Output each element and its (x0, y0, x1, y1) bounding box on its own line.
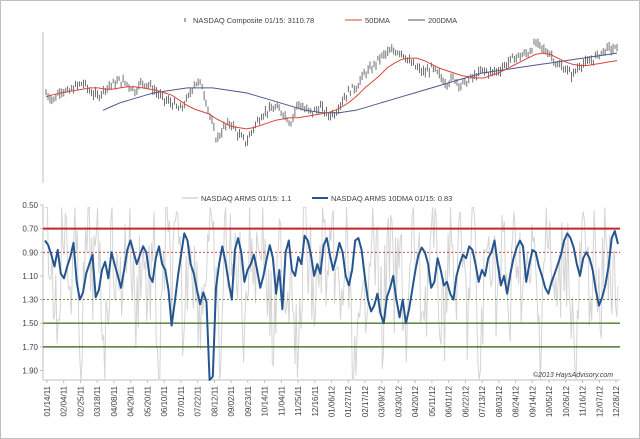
arms-y-axis-ticks: 0.50 0.70 0.90 1.10 1.30 1.50 1.70 1.90 (22, 201, 43, 376)
arms-x-axis-ticks: 01/14/11 02/04/11 02/25/11 03/18/11 04/08/11… (43, 380, 621, 417)
y-tick-label: 1.10 (22, 272, 38, 281)
x-tick-label: 03/30/12 (394, 385, 403, 417)
y-tick-label: 1.70 (22, 343, 38, 352)
arms-legend: NASDAQ ARMS 01/15: 1.1 NASDAQ ARMS 10DMA… (182, 194, 452, 203)
legend-arms-label: NASDAQ ARMS 01/15: 1.1 (201, 194, 291, 203)
x-tick-label: 05/11/12 (428, 385, 437, 416)
x-tick-label: 01/06/12 (328, 385, 337, 417)
y-tick-label: 0.90 (22, 248, 38, 257)
dma50-line (45, 52, 618, 130)
y-tick-label: 1.90 (22, 367, 38, 376)
x-tick-label: 05/20/11 (143, 385, 152, 416)
price-bars-group (45, 38, 618, 147)
y-tick-label: 1.50 (22, 319, 38, 328)
x-tick-label: 08/24/12 (512, 385, 521, 417)
x-tick-label: 07/01/11 (177, 385, 186, 416)
x-tick-label: 04/20/12 (411, 385, 420, 417)
x-tick-label: 12/07/12 (595, 385, 604, 417)
x-tick-label: 06/01/12 (445, 385, 454, 417)
x-tick-label: 09/02/11 (227, 385, 236, 416)
x-tick-label: 07/13/12 (478, 385, 487, 417)
x-tick-label: 06/10/11 (160, 385, 169, 416)
x-tick-label: 02/04/11 (60, 385, 69, 416)
x-tick-label: 08/03/12 (495, 385, 504, 417)
x-tick-label: 07/22/11 (194, 385, 203, 416)
legend-price-label: NASDAQ Composite 01/15: 3110.78 (193, 16, 314, 25)
x-tick-label: 12/16/11 (311, 385, 320, 416)
dma200-line (102, 52, 618, 114)
x-tick-label: 08/12/11 (210, 385, 219, 416)
x-tick-label: 01/27/12 (344, 385, 353, 417)
arms-daily-line (45, 206, 619, 381)
x-tick-label: 02/17/12 (361, 385, 370, 417)
x-tick-label: 10/26/12 (562, 385, 571, 417)
x-tick-label: 03/09/12 (378, 385, 387, 417)
x-tick-label: 01/14/11 (43, 385, 52, 416)
x-tick-label: 12/28/12 (612, 385, 621, 417)
arms-10dma-line (44, 230, 619, 381)
x-tick-label: 09/14/12 (528, 385, 537, 417)
y-tick-label: 0.50 (22, 201, 38, 210)
x-tick-label: 04/29/11 (127, 385, 136, 416)
x-tick-label: 09/23/11 (244, 385, 253, 416)
x-tick-label: 11/16/12 (579, 385, 588, 416)
arms-chart: NASDAQ ARMS 01/15: 1.1 NASDAQ ARMS 10DMA… (22, 194, 621, 417)
x-tick-label: 10/05/12 (545, 385, 554, 417)
nasdaq-price-chart: NASDAQ Composite 01/15: 3110.78 50DMA 20… (42, 16, 618, 183)
x-tick-label: 04/08/11 (110, 385, 119, 416)
y-tick-label: 1.30 (22, 296, 38, 305)
legend-50dma-label: 50DMA (365, 16, 390, 25)
x-tick-label: 10/14/11 (261, 385, 270, 416)
x-tick-label: 11/25/11 (294, 385, 303, 416)
x-tick-label: 06/22/12 (461, 385, 470, 417)
top-legend: NASDAQ Composite 01/15: 3110.78 50DMA 20… (184, 16, 457, 25)
legend-arms10-label: NASDAQ ARMS 10DMA 01/15: 0.83 (331, 194, 452, 203)
x-tick-label: 03/18/11 (93, 385, 102, 416)
x-tick-label: 11/04/11 (277, 385, 286, 416)
legend-200dma-label: 200DMA (428, 16, 457, 25)
x-tick-label: 02/25/11 (77, 385, 86, 416)
y-tick-label: 0.70 (22, 225, 38, 234)
credit-text: ©2013 HaysAdvisory.com (533, 371, 613, 379)
